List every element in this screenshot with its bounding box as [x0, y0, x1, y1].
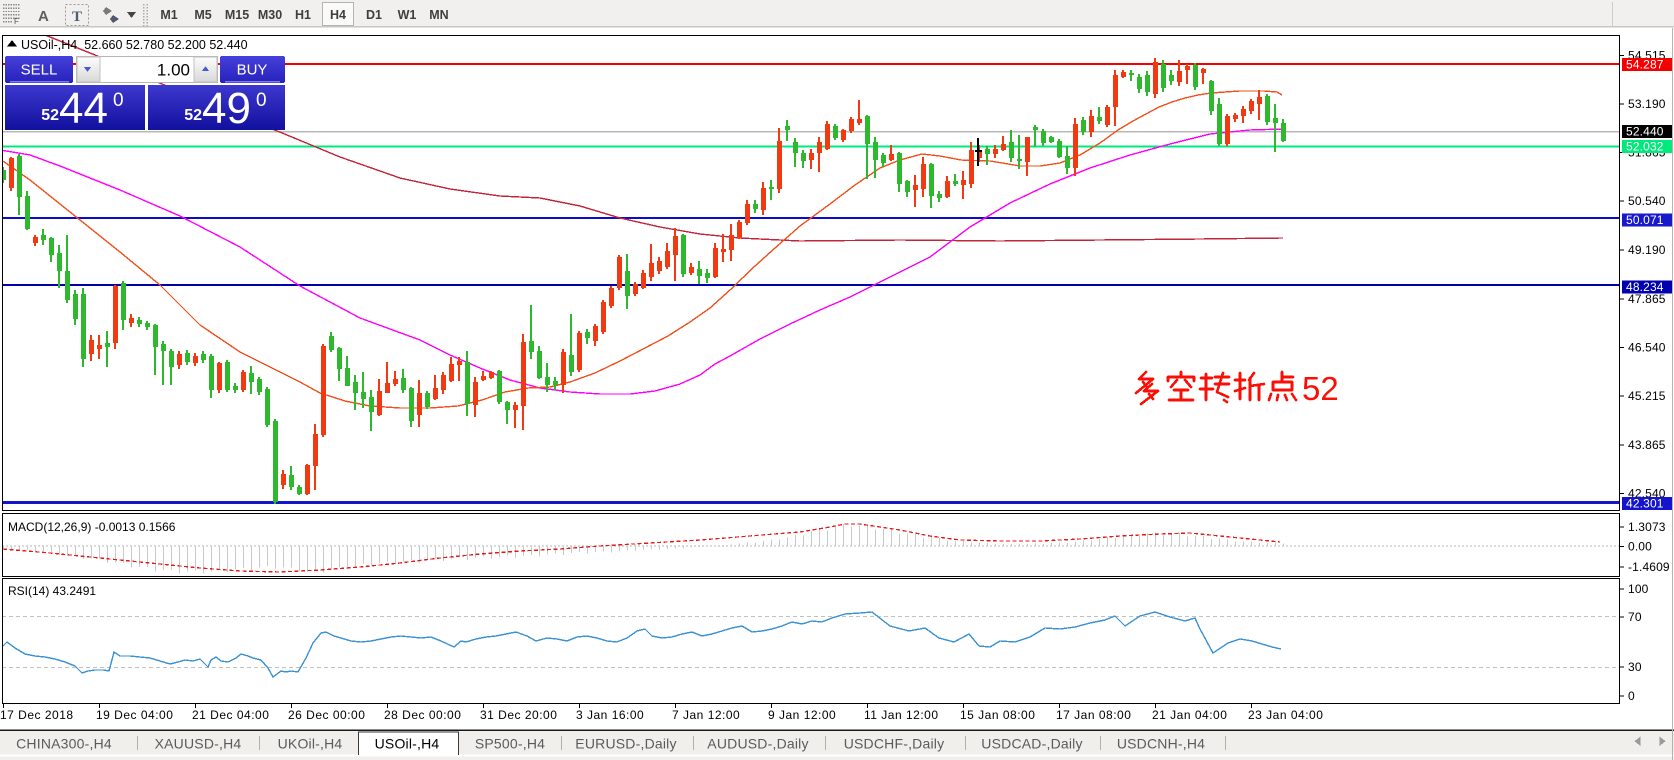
- svg-text:EURUSD-,Daily: EURUSD-,Daily: [575, 736, 676, 752]
- svg-text:31 Dec 20:00: 31 Dec 20:00: [480, 708, 557, 722]
- svg-text:USOil-,H4: USOil-,H4: [375, 736, 440, 752]
- svg-text:T: T: [72, 9, 82, 25]
- svg-text:M15: M15: [225, 8, 249, 22]
- svg-text:0: 0: [113, 90, 124, 111]
- svg-text:USDCAD-,Daily: USDCAD-,Daily: [981, 736, 1082, 752]
- svg-text:F: F: [14, 17, 19, 26]
- svg-text:MN: MN: [429, 8, 448, 22]
- svg-text:MACD(12,26,9) -0.0013 0.1566: MACD(12,26,9) -0.0013 0.1566: [8, 520, 176, 534]
- svg-text:70: 70: [1628, 610, 1642, 624]
- svg-text:42.301: 42.301: [1626, 497, 1664, 511]
- svg-text:23 Jan 04:00: 23 Jan 04:00: [1248, 708, 1323, 722]
- svg-text:45.215: 45.215: [1628, 389, 1666, 403]
- svg-text:15 Jan 08:00: 15 Jan 08:00: [960, 708, 1035, 722]
- svg-text:USDCNH-,H4: USDCNH-,H4: [1117, 736, 1205, 752]
- svg-text:30: 30: [1628, 660, 1642, 674]
- svg-text:9 Jan 12:00: 9 Jan 12:00: [768, 708, 836, 722]
- svg-text:M30: M30: [258, 8, 282, 22]
- svg-text:19 Dec 04:00: 19 Dec 04:00: [96, 708, 173, 722]
- svg-text:-1.4609: -1.4609: [1628, 560, 1670, 574]
- svg-text:11 Jan 12:00: 11 Jan 12:00: [864, 708, 939, 722]
- svg-text:26 Dec 00:00: 26 Dec 00:00: [288, 708, 365, 722]
- svg-text:SP500-,H4: SP500-,H4: [475, 736, 545, 752]
- svg-text:0.00: 0.00: [1628, 539, 1652, 553]
- svg-text:49.190: 49.190: [1628, 243, 1666, 257]
- svg-text:CHINA300-,H4: CHINA300-,H4: [16, 736, 112, 752]
- svg-text:52.440: 52.440: [1626, 125, 1664, 139]
- svg-text:46.540: 46.540: [1628, 341, 1666, 355]
- svg-text:3 Jan 16:00: 3 Jan 16:00: [576, 708, 644, 722]
- svg-text:21 Jan 04:00: 21 Jan 04:00: [1152, 708, 1227, 722]
- svg-text:100: 100: [1628, 582, 1649, 596]
- svg-text:47.865: 47.865: [1628, 292, 1666, 306]
- svg-text:D1: D1: [366, 8, 382, 22]
- svg-text:RSI(14) 43.2491: RSI(14) 43.2491: [8, 584, 96, 598]
- svg-text:50.540: 50.540: [1628, 194, 1666, 208]
- svg-text:H4: H4: [330, 8, 346, 22]
- svg-text:0: 0: [256, 90, 267, 111]
- svg-text:1.00: 1.00: [157, 61, 190, 80]
- svg-text:A: A: [38, 8, 49, 25]
- svg-text:1.3073: 1.3073: [1628, 520, 1666, 534]
- svg-text:53.190: 53.190: [1628, 97, 1666, 111]
- svg-text:52: 52: [41, 107, 59, 124]
- svg-text:M1: M1: [160, 8, 177, 22]
- svg-text:UKOil-,H4: UKOil-,H4: [278, 736, 343, 752]
- svg-text:W1: W1: [398, 8, 417, 22]
- svg-text:52: 52: [184, 107, 202, 124]
- svg-text:49: 49: [202, 84, 251, 133]
- svg-text:17 Dec 2018: 17 Dec 2018: [0, 708, 74, 722]
- svg-text:0: 0: [1628, 689, 1635, 703]
- svg-text:52.032: 52.032: [1626, 140, 1664, 154]
- svg-text:M5: M5: [194, 8, 211, 22]
- svg-text:43.865: 43.865: [1628, 438, 1666, 452]
- svg-text:44: 44: [59, 84, 108, 133]
- svg-text:21 Dec 04:00: 21 Dec 04:00: [192, 708, 269, 722]
- svg-text:28 Dec 00:00: 28 Dec 00:00: [384, 708, 461, 722]
- svg-text:17 Jan 08:00: 17 Jan 08:00: [1056, 708, 1131, 722]
- svg-text:BUY: BUY: [237, 62, 268, 79]
- svg-text:48.234: 48.234: [1626, 280, 1664, 294]
- svg-text:USDCHF-,Daily: USDCHF-,Daily: [844, 736, 945, 752]
- svg-text:AUDUSD-,Daily: AUDUSD-,Daily: [707, 736, 808, 752]
- svg-text:7 Jan 12:00: 7 Jan 12:00: [672, 708, 740, 722]
- svg-text:USOil-,H4 52.660 52.780 52.20: USOil-,H4 52.660 52.780 52.200 52.440: [21, 38, 248, 52]
- svg-text:52: 52: [1302, 370, 1339, 407]
- svg-text:50.071: 50.071: [1626, 213, 1664, 227]
- svg-text:H1: H1: [295, 8, 311, 22]
- svg-text:SELL: SELL: [21, 62, 58, 79]
- svg-text:54.287: 54.287: [1626, 57, 1664, 71]
- svg-text:XAUUSD-,H4: XAUUSD-,H4: [155, 736, 242, 752]
